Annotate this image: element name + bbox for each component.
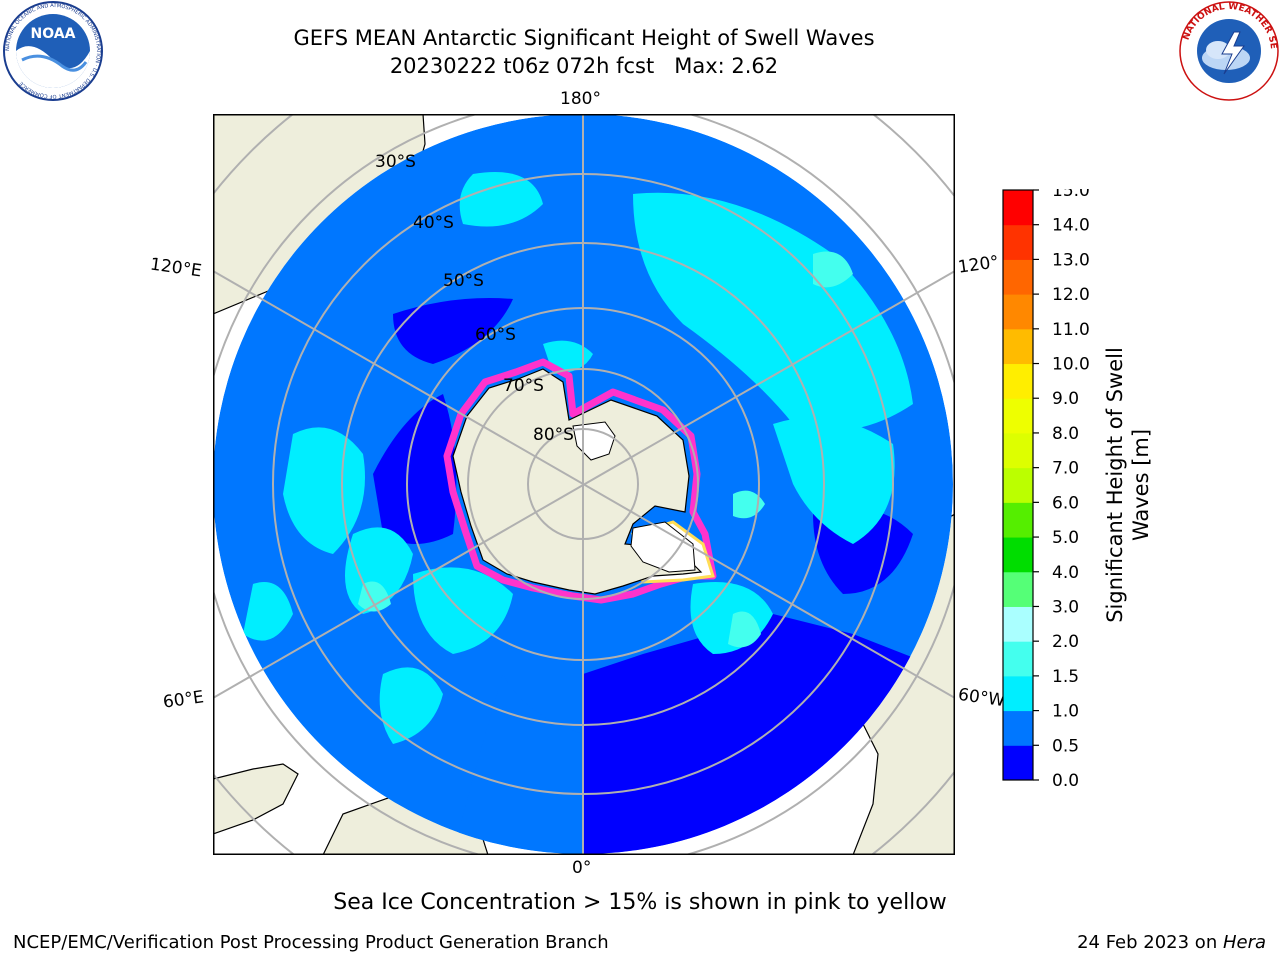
lon-label-180: 180° <box>560 89 601 109</box>
colorbar-tick-label: 5.0 <box>1052 528 1079 548</box>
colorbar-tick-label: 6.0 <box>1052 493 1079 513</box>
colorbar-bin <box>1003 224 1033 260</box>
land-madagascar <box>213 763 299 835</box>
footer-host: Hera <box>1222 932 1266 953</box>
colorbar-bin <box>1003 537 1033 573</box>
chart-title: GEFS MEAN Antarctic Significant Height o… <box>293 26 875 50</box>
colorbar-tick-label: 13.0 <box>1052 250 1090 270</box>
lon-label-120w: 120° <box>956 252 1001 278</box>
lon-label-60w: 60°W <box>956 684 1007 712</box>
noaa-logo: NOAA NATIONAL OCEANIC AND ATMOSPHERIC AD… <box>3 1 103 101</box>
colorbar-bin <box>1003 675 1033 712</box>
colorbar-bin <box>1003 571 1033 607</box>
colorbar-bin <box>1003 641 1033 677</box>
footer-credit: NCEP/EMC/Verification Post Processing Pr… <box>13 932 609 953</box>
lon-label-120e: 120°E <box>148 254 203 282</box>
footer-date-text: 24 Feb 2023 on <box>1077 932 1223 953</box>
colorbar-tick-label: 3.0 <box>1052 597 1079 617</box>
lat-label-50s: 50°S <box>443 271 484 291</box>
polar-map: 30°S 40°S 50°S 60°S 70°S 80°S <box>213 114 955 855</box>
colorbar-tick-label: 11.0 <box>1052 320 1090 340</box>
colorbar-bin <box>1003 502 1033 538</box>
colorbar-bin <box>1003 259 1033 295</box>
colorbar-tick-label: 1.0 <box>1052 702 1079 722</box>
lat-label-70s: 70°S <box>503 376 544 396</box>
colorbar-bin <box>1003 710 1033 746</box>
colorbar-tick-label: 4.0 <box>1052 563 1079 583</box>
colorbar-bin <box>1003 328 1033 365</box>
colorbar-bin <box>1003 294 1033 330</box>
colorbar-frame <box>1002 189 1034 781</box>
colorbar-tick-label: 8.0 <box>1052 424 1079 444</box>
lat-label-60s: 60°S <box>475 325 516 345</box>
footer-date: 24 Feb 2023 on Hera <box>1077 932 1266 953</box>
lat-label-40s: 40°S <box>413 213 454 233</box>
svg-text:NOAA: NOAA <box>31 26 76 42</box>
colorbar-tick-label: 10.0 <box>1052 355 1090 375</box>
colorbar-tick-label: 0.5 <box>1052 736 1079 756</box>
colorbar-bin <box>1003 467 1033 503</box>
chart-subtitle: 20230222 t06z 072h fcst Max: 2.62 <box>389 54 779 78</box>
colorbar-tick-label: 12.0 <box>1052 285 1090 305</box>
colorbar-tick-label: 0.0 <box>1052 771 1079 791</box>
colorbar-tick-label: 2.0 <box>1052 632 1079 652</box>
colorbar-tick-label: 9.0 <box>1052 389 1079 409</box>
sea-ice-note: Sea Ice Concentration > 15% is shown in … <box>333 890 947 915</box>
colorbar-tick-label: 1.5 <box>1052 667 1079 687</box>
graticule <box>213 114 955 855</box>
lon-label-0: 0° <box>572 858 592 878</box>
colorbar-tick-label: 15.0 <box>1052 189 1090 201</box>
colorbar-bin <box>1003 745 1033 781</box>
colorbar-label-line1: Significant Height of Swell <box>1103 347 1127 623</box>
lat-label-30s: 30°S <box>375 152 416 172</box>
national-weather-service-logo: NATIONAL WEATHER SERVICE <box>1178 0 1279 101</box>
map-frame <box>213 114 955 855</box>
colorbar: 0.0 0.5 1.0 1.5 2.0 3.0 4.0 5.0 6.0 7.0 8.0 9.0 10.0… <box>1002 189 1090 791</box>
lon-label-60e: 60°E <box>161 687 206 713</box>
colorbar-bin <box>1003 190 1033 226</box>
colorbar-tick-label: 7.0 <box>1052 459 1079 479</box>
colorbar-bin <box>1003 432 1033 469</box>
colorbar-bin <box>1003 363 1033 399</box>
sea-ice-fringe <box>443 358 717 604</box>
colorbar-bin <box>1003 398 1033 434</box>
lat-label-80s: 80°S <box>533 425 574 445</box>
colorbar-label-line2: Waves [m] <box>1129 428 1153 542</box>
colorbar-bin <box>1003 606 1033 642</box>
colorbar-tick-label: 14.0 <box>1052 216 1090 236</box>
ice-shelf-weddell <box>630 521 696 573</box>
